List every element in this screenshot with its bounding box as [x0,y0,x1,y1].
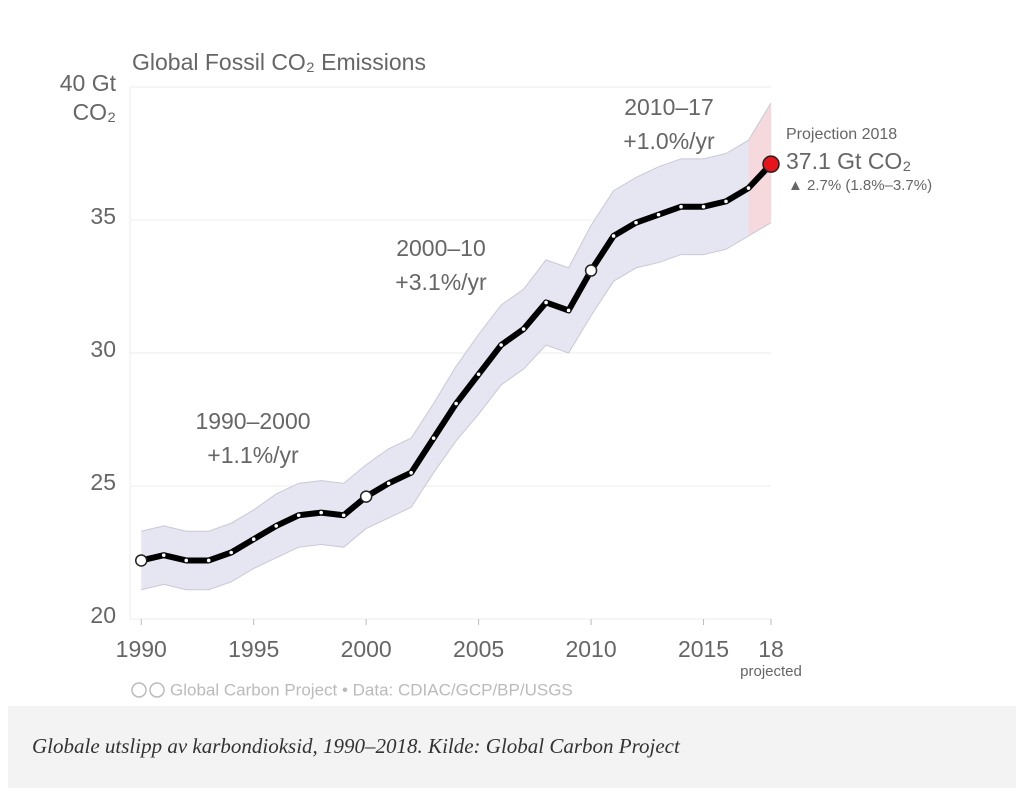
point [611,234,616,238]
projection-point [762,155,780,173]
point [161,553,166,557]
point [656,212,661,217]
point [724,199,728,204]
x-tick-note: projected [740,663,802,680]
annotation: 2000–10 [396,235,486,261]
point [409,470,413,475]
x-tick-label: 2015 [678,636,729,662]
y-tick-label: 40 Gt [60,70,117,96]
point [544,300,548,305]
annotation: 1990–2000 [195,408,310,434]
point [566,308,571,313]
uncertainty-band [141,140,749,590]
annotation: 2010–17 [624,94,714,120]
x-tick-label: 2005 [453,636,504,662]
y-tick-label: 20 [90,602,116,628]
point [274,524,278,528]
x-tick-label: 1990 [116,636,167,662]
caption: Globale utslipp av karbondioksid, 1990–2… [32,734,680,758]
point [521,327,526,331]
x-tick-label: 2010 [565,636,616,662]
y-tick-label: 35 [90,203,116,229]
point [296,513,301,518]
projection-change: ▲ 2.7% (1.8%–3.7%) [788,177,932,194]
y-tick-label: 30 [90,336,116,362]
x-tick-label: 2000 [341,636,392,662]
y-axis-label: CO₂ [73,99,116,125]
point [746,186,751,190]
point [679,204,683,209]
band-edge [141,102,772,532]
point [319,510,323,515]
caption-box: Globale utslipp av karbondioksid, 1990–2… [8,706,1016,788]
point [499,343,503,347]
source: Global Carbon Project • Data: CDIAC/GCP/… [170,680,573,699]
point [634,220,638,225]
band-edge [141,222,772,591]
point [431,436,436,440]
chart: Global Fossil CO₂ Emissions CO₂ projecte… [60,49,932,699]
annotation: +1.0%/yr [623,128,715,154]
decade-point [134,554,148,567]
annotation: +3.1%/yr [395,269,487,295]
y-tick-label: 25 [90,469,116,495]
decade-point [359,490,373,503]
projection-title: Projection 2018 [786,126,897,143]
projection-value: 37.1 Gt CO₂ [786,148,911,174]
x-tick-label: 18 [758,636,784,662]
point [341,513,346,518]
point [476,372,481,377]
x-tick-label: 1995 [228,636,279,662]
annotation: +1.1%/yr [207,442,299,468]
chart-title: Global Fossil CO₂ Emissions [132,49,426,75]
decade-point [584,264,598,277]
point [251,537,256,541]
point [206,558,211,563]
projection-band [748,102,771,236]
point [701,204,706,209]
point [229,550,234,555]
cc-icons [131,682,165,698]
point [386,481,391,486]
point [184,558,189,563]
point [454,401,458,406]
